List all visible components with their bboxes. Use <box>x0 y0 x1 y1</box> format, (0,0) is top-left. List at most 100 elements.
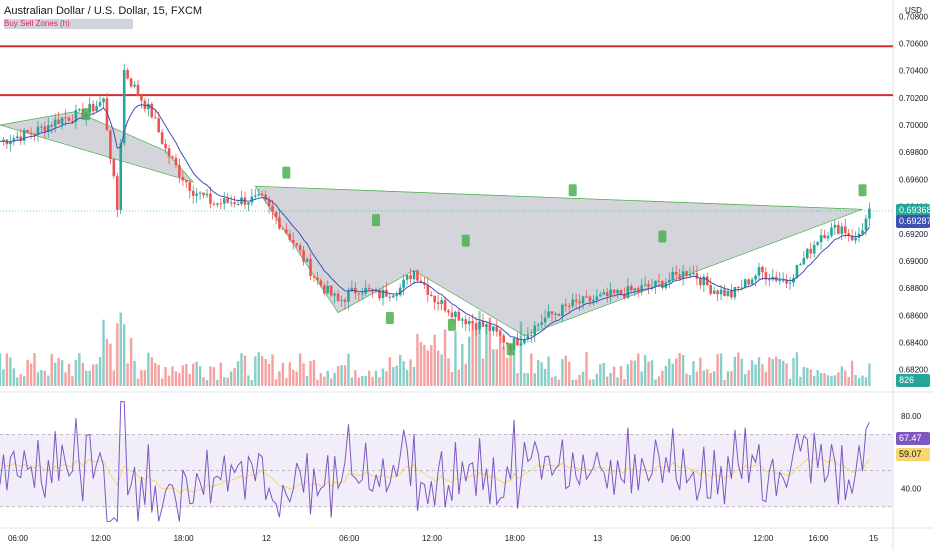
candle-body <box>385 289 388 297</box>
volume-bar <box>523 373 526 386</box>
volume-bar <box>461 343 464 386</box>
volume-bar <box>650 360 654 386</box>
volume-bar <box>5 353 9 386</box>
candle-body <box>612 289 616 294</box>
currency-label: USD <box>905 6 922 15</box>
volume-bar <box>12 368 15 386</box>
volume-bar <box>271 354 274 386</box>
volume-bar <box>702 370 705 386</box>
volume-bar <box>809 369 812 386</box>
rsi-ma-value-tag: 59.07 <box>896 447 930 461</box>
price-tick-label: 0.69000 <box>899 257 928 266</box>
candle-body <box>157 118 160 133</box>
volume-bar <box>209 366 212 386</box>
volume-bar <box>788 378 792 386</box>
candle-body <box>599 294 602 297</box>
volume-bar <box>509 348 512 386</box>
candle-body <box>505 342 509 345</box>
volume-bar <box>123 324 126 386</box>
volume-bar <box>761 364 764 386</box>
volume-bar <box>657 376 661 386</box>
volume-bar <box>112 370 116 386</box>
volume-bar <box>436 350 440 386</box>
volume-bar <box>285 378 288 386</box>
candle-body <box>395 295 399 297</box>
candle-body <box>105 98 109 131</box>
volume-bar <box>412 366 416 386</box>
candle-body <box>812 244 816 254</box>
rsi-tick-label: 80.00 <box>901 412 922 421</box>
volume-bar <box>292 369 295 386</box>
volume-bar <box>681 354 685 386</box>
volume-bar <box>709 373 712 386</box>
candle-body <box>623 294 626 298</box>
candle-body <box>78 109 81 111</box>
volume-bar <box>423 344 426 386</box>
volume-bar <box>485 323 488 386</box>
candle-body <box>367 287 371 290</box>
candle-body <box>702 276 706 286</box>
volume-bar <box>399 355 402 386</box>
candle-body <box>88 104 91 113</box>
candle-body <box>126 70 129 79</box>
volume-bar <box>405 369 409 386</box>
candle-body <box>826 236 830 239</box>
volume-bar <box>719 353 723 386</box>
candle-body <box>343 299 347 302</box>
candle-body <box>378 289 381 299</box>
candle-body <box>350 287 354 292</box>
candle-body <box>57 119 60 125</box>
candle-body <box>757 267 761 276</box>
volume-bar <box>826 375 830 386</box>
candle-body <box>302 250 305 262</box>
candle-body <box>705 276 709 286</box>
volume-bar <box>243 355 247 386</box>
volume-bar <box>174 371 178 386</box>
volume-bar <box>409 359 412 386</box>
volume-bar <box>119 312 122 386</box>
candle-body <box>454 311 457 318</box>
volume-bar <box>229 371 233 386</box>
candle-body <box>43 126 47 132</box>
price-tick-label: 0.69200 <box>899 230 928 239</box>
volume-bar <box>581 371 585 386</box>
candle-body <box>609 289 612 296</box>
volume-bar <box>326 370 329 386</box>
volume-bar <box>116 323 119 386</box>
volume-bar <box>647 361 650 386</box>
candle-body <box>561 304 564 316</box>
volume-bar <box>744 374 747 386</box>
candle-body <box>281 228 285 230</box>
volume-bar <box>416 333 419 386</box>
candle-body <box>60 117 64 125</box>
candle-body <box>488 324 492 331</box>
volume-bar <box>2 369 5 386</box>
candle-body <box>485 324 488 327</box>
volume-bar <box>171 366 174 386</box>
candle-body <box>737 287 740 289</box>
candle-body <box>650 286 654 288</box>
volume-bar <box>481 358 485 386</box>
volume-bar <box>357 377 360 386</box>
candle-body <box>264 194 267 200</box>
candle-body <box>329 285 333 296</box>
candle-body <box>347 291 350 302</box>
candle-body <box>678 274 681 280</box>
price-tick-label: 0.68800 <box>899 284 928 293</box>
volume-bar <box>261 356 264 386</box>
volume-bar <box>36 372 40 386</box>
time-tick-label: 12:00 <box>91 534 112 543</box>
candle-body <box>592 299 595 302</box>
candle-body <box>719 289 723 295</box>
candle-body <box>567 305 571 307</box>
indicator-label[interactable]: Buy Sell Zones (h) <box>4 19 133 29</box>
volume-bar <box>643 355 647 386</box>
candle-body <box>174 157 178 165</box>
volume-bar <box>844 370 847 386</box>
volume-bar <box>278 371 281 386</box>
candle-body <box>692 273 695 275</box>
candle-body <box>630 285 633 291</box>
volume-bar <box>813 375 816 386</box>
pattern-point-marker <box>658 230 667 243</box>
